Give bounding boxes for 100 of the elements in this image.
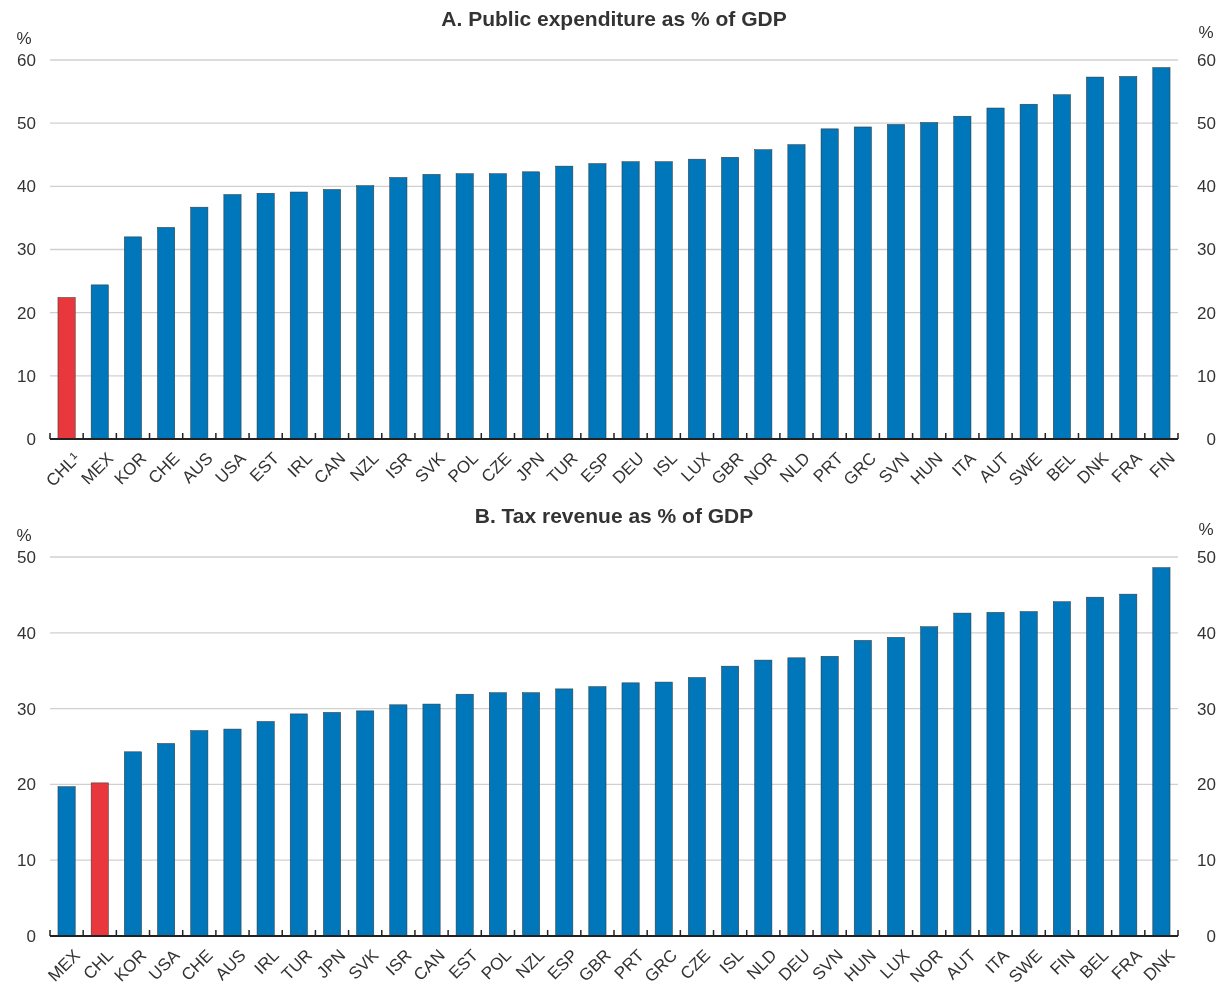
chart-title: B. Tax revenue as % of GDP: [474, 504, 754, 527]
bar: [621, 682, 640, 937]
bar: [1152, 67, 1171, 440]
x-tick-label: POL: [477, 945, 516, 984]
bar: [853, 126, 872, 440]
bar: [1053, 601, 1071, 937]
bar: [721, 665, 739, 937]
bar: [356, 710, 375, 937]
y2-axis-title: %: [1198, 23, 1214, 42]
y2-axis-title: %: [1198, 520, 1214, 539]
bar: [323, 712, 341, 937]
y-tick-label: 0: [26, 429, 36, 449]
y2-tick-label: 30: [1197, 699, 1216, 719]
y-tick-label: 50: [17, 547, 36, 567]
bar: [953, 612, 972, 937]
y-tick-label: 40: [17, 623, 36, 643]
y-tick-label: 0: [26, 926, 36, 946]
bar: [223, 728, 242, 937]
y2-tick-label: 0: [1206, 429, 1216, 449]
bar: [223, 194, 242, 440]
y-tick-label: 10: [17, 366, 36, 386]
y2-tick-label: 10: [1197, 366, 1216, 386]
y-tick-label: 20: [17, 775, 36, 795]
x-tick-label: FIN: [1145, 448, 1179, 482]
y2-tick-label: 60: [1197, 50, 1216, 70]
bar: [688, 158, 706, 440]
bar: [920, 626, 939, 937]
y2-tick-label: 50: [1197, 547, 1216, 567]
bar: [555, 688, 574, 937]
y2-tick-label: 40: [1197, 623, 1216, 643]
bar: [721, 157, 739, 440]
bar: [522, 171, 540, 440]
y2-tick-label: 20: [1197, 775, 1216, 795]
bar: [157, 227, 175, 440]
bar: [289, 191, 308, 440]
bar: [1086, 76, 1104, 440]
bar: [887, 124, 905, 440]
bar: [1152, 567, 1171, 937]
y-tick-label: 30: [17, 699, 36, 719]
x-tick-label: ISR: [382, 945, 416, 980]
chart-title: A. Public expenditure as % of GDP: [441, 7, 787, 30]
bar: [356, 185, 375, 440]
bar: [820, 656, 839, 937]
bar: [455, 693, 474, 937]
bar: [57, 297, 76, 440]
bar: [389, 704, 408, 937]
bar: [754, 149, 773, 440]
bar: [654, 161, 673, 440]
y2-tick-label: 20: [1197, 303, 1216, 323]
bar: [455, 173, 474, 440]
bar: [588, 163, 607, 440]
x-tick-label: ITA: [948, 448, 981, 481]
x-tick-label: ISL: [649, 448, 682, 481]
bar: [124, 751, 142, 937]
bar: [654, 681, 673, 937]
bar: [1086, 596, 1104, 937]
y-tick-label: 60: [17, 50, 36, 70]
bar: [621, 161, 640, 440]
y2-tick-label: 40: [1197, 177, 1216, 197]
bar: [953, 115, 972, 440]
y-tick-label: 20: [17, 303, 36, 323]
bar: [389, 177, 408, 440]
y2-tick-label: 0: [1206, 926, 1216, 946]
bar: [1019, 103, 1038, 440]
x-tick-label: FIN: [1046, 945, 1080, 979]
bar: [820, 128, 839, 440]
bar: [1119, 593, 1138, 937]
bar: [90, 782, 109, 937]
y2-tick-label: 50: [1197, 114, 1216, 134]
bar: [588, 686, 607, 937]
bar: [986, 107, 1005, 440]
bar: [887, 637, 905, 937]
bar: [1019, 611, 1038, 937]
bar: [256, 193, 275, 440]
bar: [90, 284, 109, 440]
bar: [489, 173, 507, 440]
bar: [323, 189, 341, 440]
y-tick-label: 30: [17, 240, 36, 260]
bar: [190, 730, 209, 937]
bar: [157, 743, 175, 937]
y2-tick-label: 30: [1197, 240, 1216, 260]
y-axis-title: %: [16, 29, 32, 48]
bar: [57, 786, 76, 937]
bar: [1053, 94, 1071, 440]
bar: [754, 659, 773, 937]
bar: [256, 721, 275, 937]
bar: [124, 236, 142, 440]
x-tick-label: NZL: [346, 448, 383, 485]
x-tick-label: ISR: [382, 448, 416, 483]
bar: [920, 122, 939, 440]
bar: [489, 692, 507, 937]
y-tick-label: 40: [17, 177, 36, 197]
bar: [787, 657, 806, 937]
y-axis-title: %: [16, 526, 32, 545]
bar: [522, 692, 540, 937]
bar: [1119, 76, 1138, 440]
y-tick-label: 50: [17, 114, 36, 134]
bar: [422, 703, 441, 937]
bar: [787, 144, 806, 440]
bar: [853, 640, 872, 937]
